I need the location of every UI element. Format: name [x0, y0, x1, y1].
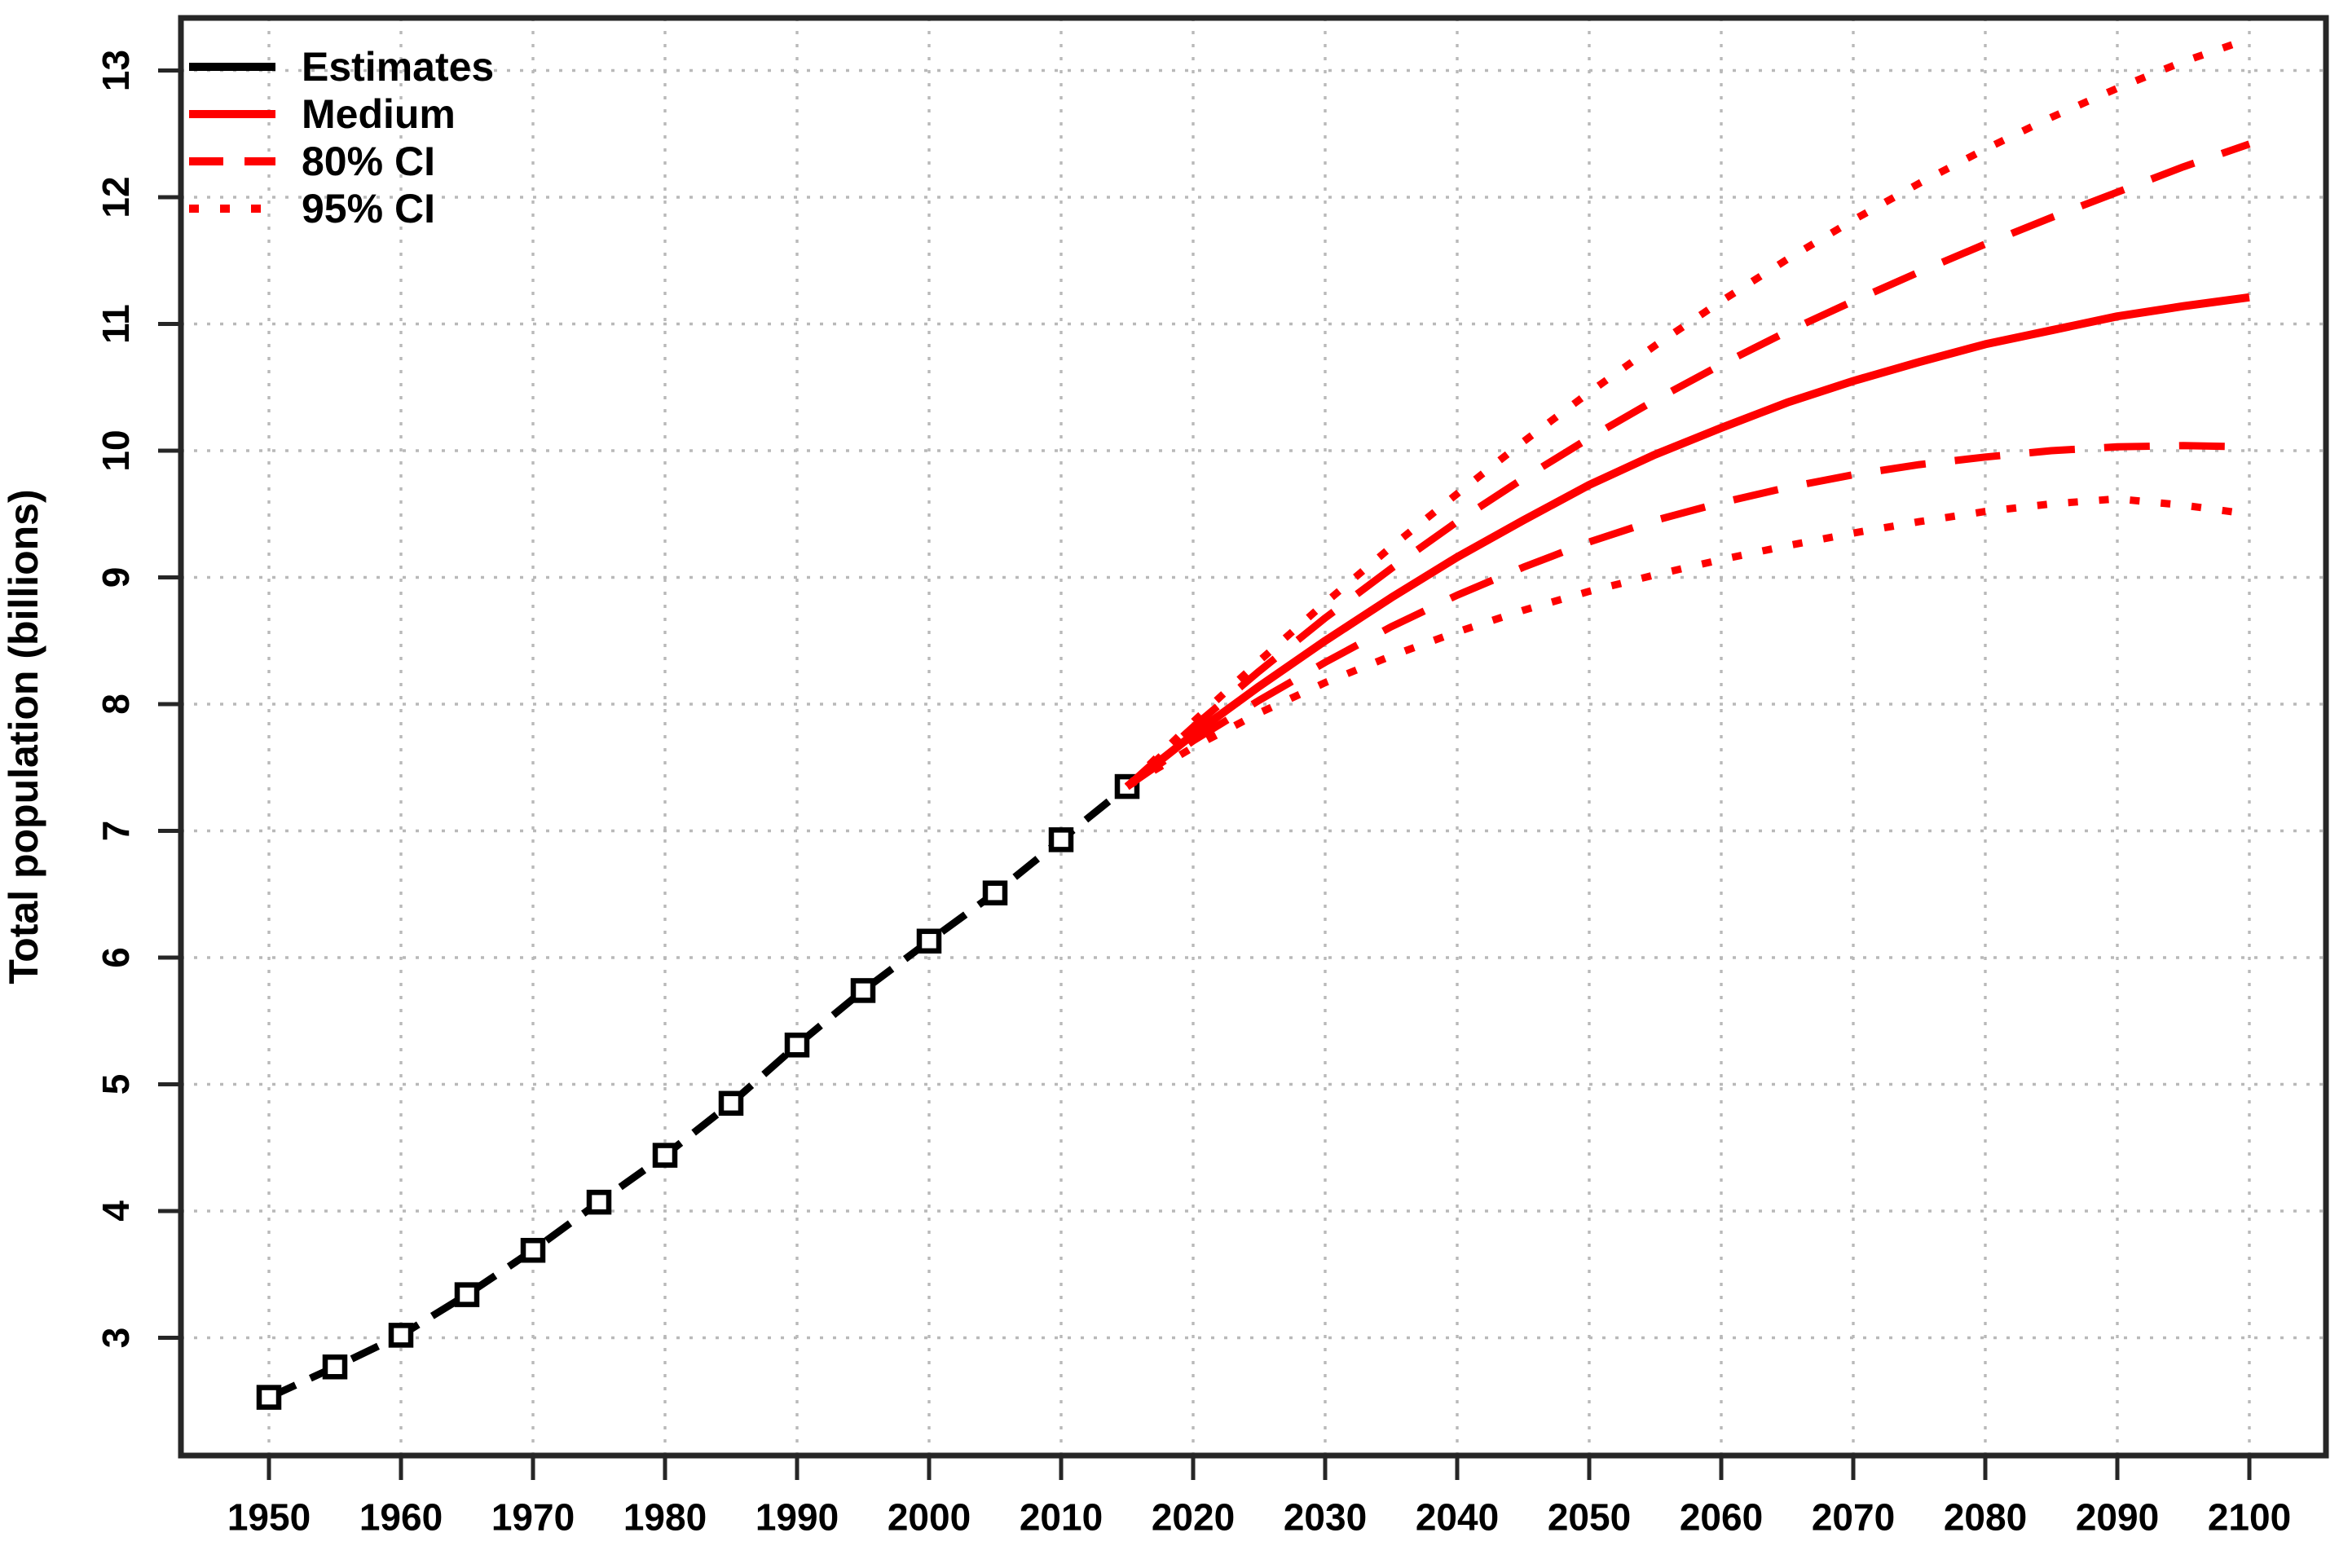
y-tick-label-8: 8	[95, 694, 137, 715]
estimate-marker-1990	[784, 1033, 810, 1058]
estimate-marker-1950	[256, 1385, 282, 1410]
legend-label-estimates: Estimates	[302, 44, 494, 90]
estimate-marker-1985	[718, 1090, 744, 1117]
x-tick-label-1950: 1950	[227, 1496, 311, 1539]
x-tick-label-1990: 1990	[755, 1496, 839, 1539]
estimate-marker-2010	[1048, 827, 1074, 852]
series-line-80-ci-lower	[1125, 442, 2250, 790]
series-line-estimates	[267, 783, 1130, 1401]
estimate-marker-2000	[916, 928, 942, 954]
legend-label-95-ci: 95% CI	[302, 186, 435, 231]
y-tick-label-5: 5	[95, 1074, 137, 1095]
y-axis-title: Total population (billions)	[1, 489, 46, 984]
x-tick-label-2000: 2000	[888, 1496, 971, 1539]
x-tick-label-2090: 2090	[2076, 1496, 2159, 1539]
legend-label-80-ci: 80% CI	[302, 139, 435, 184]
x-tick-label-1980: 1980	[623, 1496, 707, 1539]
series-line-95-ci-upper	[1124, 35, 2251, 790]
y-tick-label-9: 9	[95, 567, 137, 588]
y-tick-label-11: 11	[95, 304, 137, 344]
x-tick-label-1960: 1960	[359, 1496, 443, 1539]
estimate-marker-1965	[454, 1282, 480, 1307]
x-tick-label-2050: 2050	[1548, 1496, 1631, 1539]
estimate-marker-1975	[586, 1189, 612, 1215]
legend-label-medium: Medium	[302, 91, 456, 137]
estimate-marker-2005	[982, 880, 1008, 905]
y-tick-label-4: 4	[95, 1200, 137, 1222]
y-tick-label-3: 3	[95, 1328, 137, 1349]
estimate-marker-1960	[388, 1323, 414, 1348]
series-line-80-ci-upper	[1124, 140, 2251, 790]
series-line-medium	[1124, 293, 2250, 791]
x-tick-label-2060: 2060	[1680, 1496, 1763, 1539]
x-tick-label-2070: 2070	[1812, 1496, 1895, 1539]
x-tick-label-2030: 2030	[1284, 1496, 1367, 1539]
estimate-marker-1980	[652, 1143, 678, 1168]
x-tick-label-1970: 1970	[491, 1496, 575, 1539]
x-tick-label-2080: 2080	[1944, 1496, 2027, 1539]
gridlines	[181, 18, 2326, 1456]
y-tick-label-7: 7	[95, 821, 137, 842]
y-tick-label-10: 10	[95, 429, 137, 471]
y-tick-label-13: 13	[95, 50, 137, 91]
data-series	[256, 35, 2251, 1410]
y-tick-label-12: 12	[95, 176, 137, 218]
axes: 1950 1960 1970 1980 1990 2000 2010 2020 2030 2040…	[95, 15, 2329, 1539]
x-tick-label-2040: 2040	[1416, 1496, 1499, 1539]
x-tick-label-2100: 2100	[2208, 1496, 2291, 1539]
y-tick-label-6: 6	[95, 947, 137, 968]
x-tick-label-2020: 2020	[1152, 1496, 1235, 1539]
estimate-marker-1995	[850, 978, 876, 1003]
series-line-95-ci-lower	[1125, 495, 2250, 790]
plot-border	[178, 15, 2329, 1459]
estimate-marker-1955	[322, 1354, 348, 1380]
estimate-marker-1970	[520, 1237, 546, 1263]
x-tick-label-2010: 2010	[1020, 1496, 1103, 1539]
